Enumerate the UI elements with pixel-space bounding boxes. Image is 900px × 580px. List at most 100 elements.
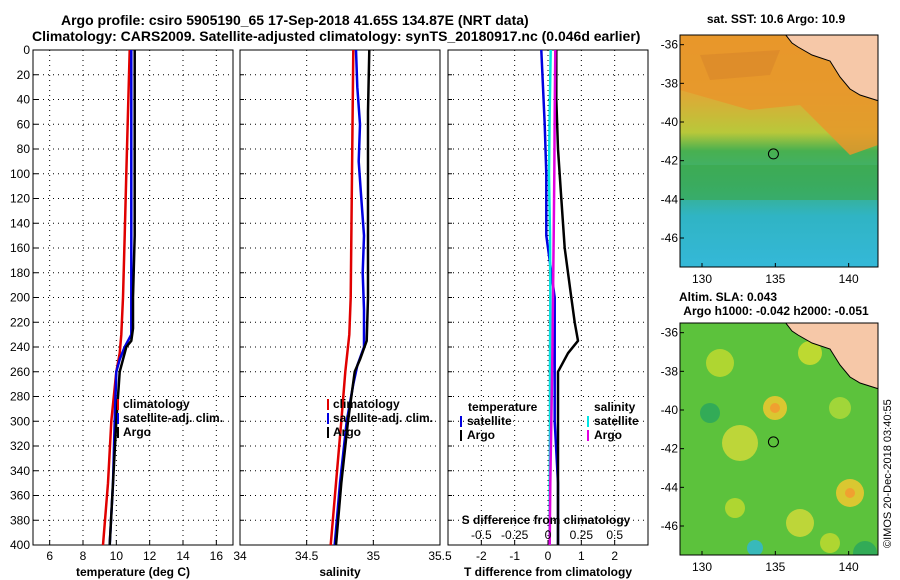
sla-anomaly (722, 425, 758, 461)
series-line (101, 49, 131, 546)
land-mass (785, 323, 878, 390)
x-tick-label: 12 (143, 549, 157, 563)
y-tick-label: 60 (17, 117, 31, 131)
sla-anomaly (700, 403, 720, 423)
map-x-tick-label: 140 (839, 272, 859, 286)
legend-label: satellite-adj. clim. (123, 411, 223, 425)
map-title: Altim. SLA: 0.043 (679, 290, 777, 304)
map-sla-map: -36 -38 -40 -42 -44 -46 130 135 140 Altim. SLA: 0… (661, 290, 879, 574)
map-x-tick-label: 130 (692, 272, 712, 286)
panel-differences: -2 -1 0 1 2 T difference from climatology temp… (447, 49, 649, 579)
x-tick-label: 8 (80, 549, 87, 563)
panel-temperature: 0 20 40 60 80 100 120 140 160 180 200 220 240 260 280 3… (10, 43, 234, 579)
map-x-tick-label: 135 (765, 272, 785, 286)
map-y-tick-label: -36 (661, 38, 679, 52)
map-x-tick-label: 135 (765, 560, 785, 574)
series-line (108, 50, 133, 546)
map-x-tick-label: 140 (839, 560, 859, 574)
legend-label: Argo (123, 425, 151, 439)
top-axis-label: S difference from climatology (462, 513, 631, 527)
top-tick-label: 0 (545, 528, 552, 542)
y-tick-label: 0 (23, 43, 30, 57)
top-tick-label: -0.25 (501, 528, 529, 542)
series-line (333, 49, 366, 546)
timestamp-stamp: ©IMOS 20-Dec-2018 03:40:55 (882, 399, 894, 548)
y-tick-label: 260 (10, 365, 30, 379)
y-tick-label: 160 (10, 241, 30, 255)
x-axis-label: T difference from climatology (464, 565, 632, 579)
x-tick-label: 2 (611, 549, 618, 563)
map-y-tick-label: -44 (661, 192, 679, 206)
x-tick-label: 35 (367, 549, 381, 563)
y-tick-label: 180 (10, 266, 30, 280)
map-field (680, 35, 878, 267)
map-frame (679, 34, 879, 268)
legend-label: satellite-adj. clim. (333, 411, 433, 425)
x-tick-label: 10 (110, 549, 124, 563)
top-tick-label: 0.5 (606, 528, 623, 542)
map-field (680, 323, 878, 555)
map-y-tick-label: -42 (661, 442, 679, 456)
y-tick-label: 120 (10, 192, 30, 206)
green-band (680, 165, 878, 200)
legend-label: satellite (467, 414, 512, 428)
y-tick-label: 20 (17, 68, 31, 82)
legend-title: salinity (594, 400, 636, 414)
legend-label: satellite (594, 414, 639, 428)
series-line (548, 49, 557, 546)
x-tick-label: 34 (233, 549, 247, 563)
land-mass (785, 35, 878, 102)
y-tick-label: 320 (10, 439, 30, 453)
map-y-tick-label: -38 (661, 364, 679, 378)
map-frame (679, 322, 879, 556)
sla-peak (845, 488, 855, 498)
title-line2: Climatology: CARS2009. Satellite-adjuste… (32, 28, 641, 44)
map-sst-map: -36 -38 -40 -42 -44 -46 130 135 140 sat. SST: 10.… (661, 12, 879, 286)
argo-position-marker (767, 148, 779, 160)
sla-anomaly (786, 509, 814, 537)
y-tick-label: 380 (10, 513, 30, 527)
x-tick-label: 6 (46, 549, 53, 563)
x-axis-label: temperature (deg C) (76, 565, 190, 579)
series-line (108, 50, 136, 546)
x-tick-label: -2 (476, 549, 487, 563)
map-y-tick-label: -46 (661, 231, 679, 245)
series-line (329, 49, 355, 546)
x-axis-label: salinity (319, 565, 361, 579)
warm-core (700, 50, 780, 80)
sla-anomaly (725, 498, 745, 518)
y-tick-label: 140 (10, 216, 30, 230)
y-tick-label: 400 (10, 538, 30, 552)
map-y-tick-label: -44 (661, 480, 679, 494)
x-tick-label: 14 (176, 549, 190, 563)
sla-anomaly (820, 533, 840, 553)
y-tick-label: 240 (10, 340, 30, 354)
title-line1: Argo profile: csiro 5905190_65 17-Sep-20… (61, 12, 529, 28)
map-subtitle: Argo h1000: -0.042 h2000: -0.051 (683, 304, 869, 318)
y-tick-label: 40 (17, 93, 31, 107)
y-tick-label: 280 (10, 390, 30, 404)
map-y-tick-label: -42 (661, 154, 679, 168)
series-line (334, 49, 371, 546)
x-tick-label: 35.5 (428, 549, 452, 563)
legend-label: climatology (123, 397, 190, 411)
map-y-tick-label: -46 (661, 519, 679, 533)
x-tick-label: 16 (210, 549, 224, 563)
top-tick-label: -0.5 (471, 528, 492, 542)
y-tick-label: 100 (10, 167, 30, 181)
legend-label: climatology (333, 397, 400, 411)
sla-anomaly (706, 349, 734, 377)
panel-salinity: 34 34.5 35 35.5 salinity climatologysatellite… (233, 49, 452, 579)
sla-peak (770, 403, 780, 413)
x-tick-label: 0 (545, 549, 552, 563)
series-line (555, 50, 580, 545)
sla-anomaly (747, 540, 763, 555)
map-title: sat. SST: 10.6 Argo: 10.9 (707, 12, 846, 26)
x-tick-label: 1 (578, 549, 585, 563)
sla-anomaly (829, 397, 851, 419)
y-tick-label: 300 (10, 414, 30, 428)
map-y-tick-label: -36 (661, 326, 679, 340)
top-tick-label: 0.25 (570, 528, 594, 542)
sla-anomaly (853, 541, 877, 555)
